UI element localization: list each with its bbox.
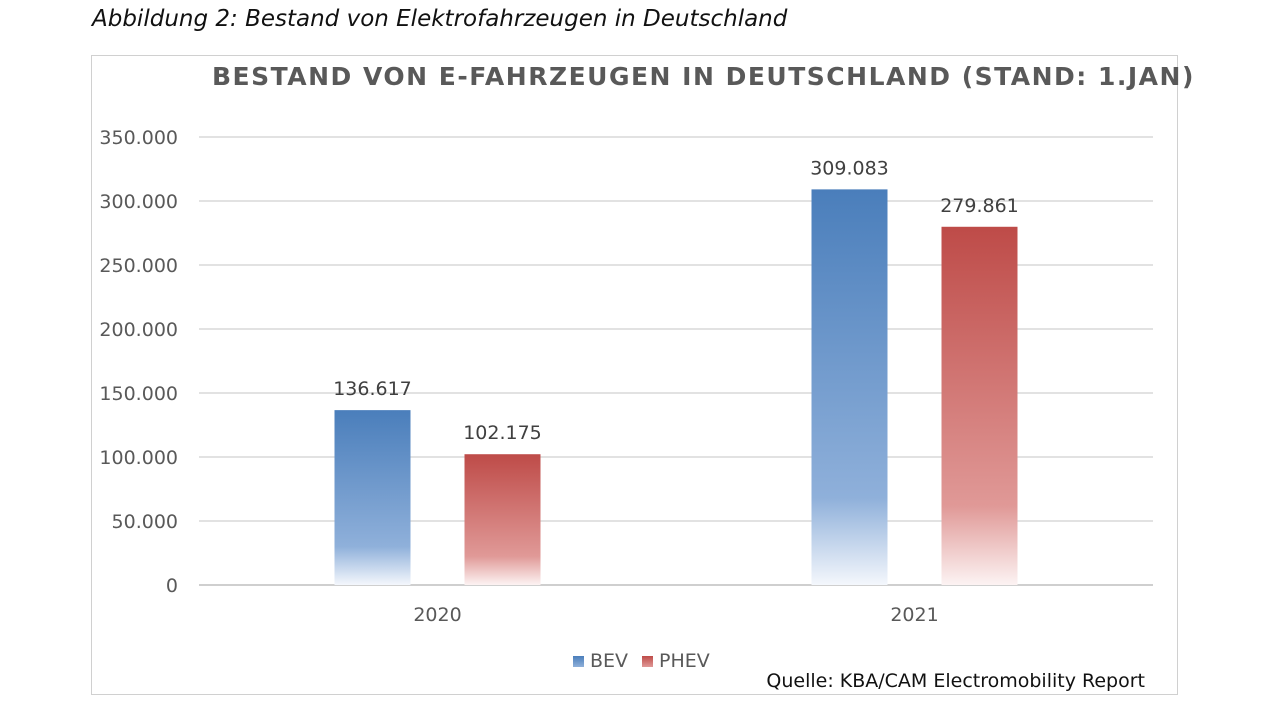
figure-caption: Abbildung 2: Bestand von Elektrofahrzeug… — [92, 6, 788, 32]
y-tick-label: 50.000 — [112, 511, 178, 533]
chart-title: BESTAND VON E-FAHRZEUGEN IN DEUTSCHLAND … — [212, 62, 1195, 91]
y-tick-label: 0 — [166, 575, 178, 597]
y-tick-label: 200.000 — [99, 319, 178, 341]
y-tick-label: 350.000 — [99, 127, 178, 149]
y-tick-label: 300.000 — [99, 191, 178, 213]
legend-swatch-phev — [642, 655, 654, 667]
data-label-bev-2020: 136.617 — [333, 378, 412, 400]
x-category-label: 2020 — [413, 604, 461, 626]
source-note: Quelle: KBA/CAM Electromobility Report — [766, 670, 1145, 692]
bar-phev-2020 — [464, 454, 541, 585]
bar-phev-2021 — [941, 226, 1018, 585]
legend-item-bev: BEV — [573, 650, 628, 672]
legend: BEV PHEV — [573, 650, 710, 672]
plot-area: 0 50.000 100.000 150.000 200.000 250.000 300.0… — [99, 127, 1153, 626]
data-label-phev-2021: 279.861 — [940, 195, 1019, 217]
legend-swatch-bev — [573, 655, 584, 667]
bar-bev-2021 — [811, 189, 888, 585]
data-label-phev-2020: 102.175 — [463, 422, 542, 444]
chart-area: BESTAND VON E-FAHRZEUGEN IN DEUTSCHLAND … — [91, 55, 1195, 695]
y-tick-label: 150.000 — [99, 383, 178, 405]
x-category-label: 2021 — [890, 604, 938, 626]
y-tick-label: 250.000 — [99, 255, 178, 277]
y-tick-label: 100.000 — [99, 447, 178, 469]
data-label-bev-2021: 309.083 — [810, 157, 889, 179]
legend-label-bev: BEV — [590, 650, 629, 672]
bar-bev-2020 — [334, 410, 411, 585]
legend-label-phev: PHEV — [659, 650, 710, 672]
legend-item-phev: PHEV — [642, 650, 710, 672]
